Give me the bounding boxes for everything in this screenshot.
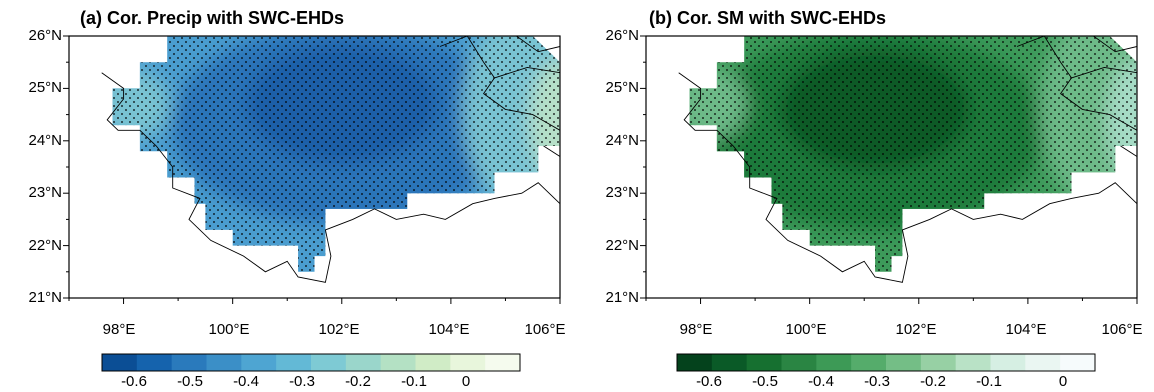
colorbar-swatch — [1060, 354, 1096, 371]
colorbar-label: -0.6 — [696, 373, 722, 390]
x-tick-label: 102°E — [318, 321, 360, 338]
panel-title: (a) Cor. Precip with SWC-EHDs — [80, 8, 345, 28]
y-tick-label: 26°N — [28, 27, 62, 44]
y-tick-label: 25°N — [28, 79, 62, 96]
colorbar-label: -0.5 — [177, 373, 203, 390]
colorbar-label: -0.1 — [976, 373, 1002, 390]
colorbar-label: 0 — [1058, 373, 1068, 390]
panel-title: (b) Cor. SM with SWC-EHDs — [649, 8, 886, 28]
colorbar-label: -0.3 — [864, 373, 890, 390]
x-tick-label: 98°E — [102, 321, 136, 338]
colorbar-swatch — [677, 354, 713, 371]
colorbar-label: 0 — [461, 373, 471, 390]
panel-precip-correlation: (a) Cor. Precip with SWC-EHDs 26°N 25°N … — [28, 8, 566, 390]
colorbar — [101, 353, 521, 372]
y-tick-label: 21°N — [28, 289, 62, 306]
correlation-field — [689, 36, 1137, 272]
y-tick-label: 26°N — [605, 27, 639, 44]
x-tick-label: 106°E — [1101, 321, 1143, 338]
colorbar-label: -0.2 — [920, 373, 946, 390]
colorbar-swatch — [206, 354, 242, 371]
axis-ticks — [640, 35, 1138, 304]
significance-stippling — [112, 36, 560, 272]
y-tick-label: 22°N — [605, 237, 639, 254]
colorbar-label: -0.4 — [808, 373, 834, 390]
x-tick-label: 98°E — [679, 321, 713, 338]
boundary-lines — [678, 35, 1138, 283]
colorbar-swatch — [415, 354, 451, 371]
x-tick-label: 104°E — [428, 321, 470, 338]
boundary-lines — [101, 35, 561, 283]
colorbar-label: -0.2 — [345, 373, 371, 390]
x-tick-label: 104°E — [1005, 321, 1047, 338]
axis-ticks — [63, 35, 561, 304]
colorbar-label: -0.5 — [752, 373, 778, 390]
y-tick-label: 23°N — [605, 184, 639, 201]
colorbar-label: -0.1 — [401, 373, 427, 390]
colorbar-swatch — [102, 354, 138, 371]
colorbar-swatch — [171, 354, 207, 371]
y-tick-label: 21°N — [605, 289, 639, 306]
colorbar-label: -0.6 — [121, 373, 147, 390]
x-tick-label: 106°E — [524, 321, 566, 338]
panel-soil-moisture-correlation: (b) Cor. SM with SWC-EHDs 26°N 25°N 24°N… — [577, 0, 1154, 392]
colorbar-swatch — [311, 354, 347, 371]
colorbar-swatch — [1025, 354, 1061, 371]
colorbar-swatch — [886, 354, 922, 371]
colorbar-swatch — [241, 354, 277, 371]
colorbar-swatch — [920, 354, 957, 371]
x-tick-label: 100°E — [785, 321, 827, 338]
precip-correlation-map — [63, 35, 561, 372]
colorbar-swatch — [276, 354, 312, 371]
y-tick-label: 22°N — [28, 237, 62, 254]
y-tick-label: 25°N — [605, 79, 639, 96]
colorbar-swatch — [380, 354, 416, 371]
x-tick-label: 102°E — [895, 321, 937, 338]
colorbar-swatch — [955, 354, 991, 371]
colorbar-swatch — [781, 354, 817, 371]
colorbar-swatch — [345, 354, 382, 371]
colorbar-swatch — [990, 354, 1026, 371]
y-tick-label: 24°N — [28, 132, 62, 149]
y-tick-label: 23°N — [28, 184, 62, 201]
colorbar-swatch — [711, 354, 748, 371]
soil-moisture-correlation-map — [640, 35, 1138, 372]
significance-stippling — [689, 36, 1137, 272]
colorbar-label: -0.3 — [289, 373, 315, 390]
correlation-field — [112, 36, 560, 272]
colorbar-swatch — [136, 354, 173, 371]
x-tick-label: 100°E — [208, 321, 250, 338]
colorbar — [676, 353, 1096, 372]
colorbar-swatch — [746, 354, 782, 371]
colorbar-swatch — [851, 354, 887, 371]
colorbar-swatch — [485, 354, 521, 371]
colorbar-label: -0.4 — [233, 373, 259, 390]
colorbar-swatch — [816, 354, 852, 371]
colorbar-swatch — [450, 354, 486, 371]
y-tick-label: 24°N — [605, 132, 639, 149]
